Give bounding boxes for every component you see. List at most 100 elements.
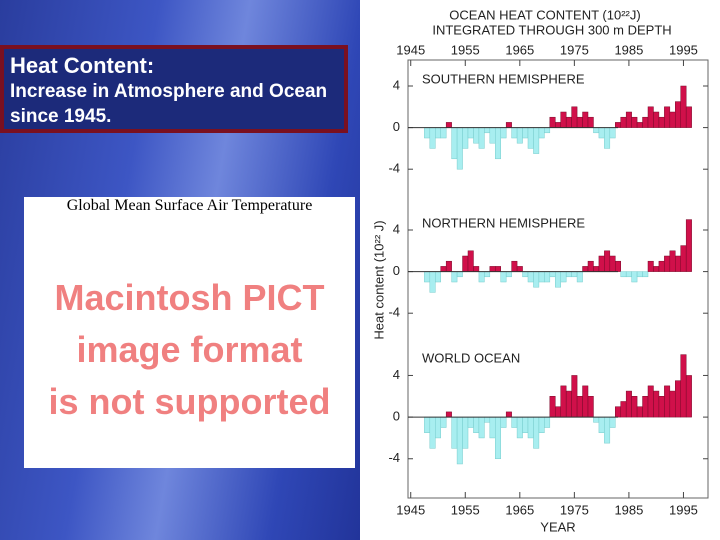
bar (424, 127, 431, 139)
bar (664, 385, 671, 418)
y-axis-label: Heat content (10²² J) (371, 220, 386, 339)
bar (549, 396, 556, 418)
heading-box: Heat Content: Increase in Atmosphere and… (0, 45, 348, 133)
bar (620, 271, 627, 278)
bar (576, 271, 583, 283)
bar (462, 127, 469, 149)
bar (675, 101, 681, 128)
bar (598, 127, 605, 139)
x-tick-label: 1995 (669, 502, 698, 517)
bar (615, 122, 621, 128)
bar (484, 271, 491, 278)
bar (615, 406, 621, 418)
bar (642, 396, 649, 418)
bar (478, 271, 485, 283)
bar (642, 116, 649, 128)
bar (620, 116, 627, 128)
y-tick-label: 0 (393, 263, 400, 278)
slide-background: Heat Content: Increase in Atmosphere and… (0, 0, 360, 540)
bar (462, 255, 469, 272)
bar (642, 271, 649, 278)
bar (516, 127, 523, 144)
bar (680, 354, 687, 418)
bar (609, 127, 616, 139)
bar (527, 416, 534, 439)
bar (609, 255, 616, 272)
bar (473, 416, 480, 433)
bar (598, 255, 605, 272)
bar (571, 375, 578, 418)
bar (680, 245, 687, 272)
x-tick-label: 1945 (396, 502, 425, 517)
image-box: Global Mean Surface Air Temperature Maci… (24, 197, 355, 468)
bar (631, 271, 638, 283)
bar (538, 271, 545, 283)
x-tick-label: 1965 (505, 502, 534, 517)
bar (593, 416, 600, 423)
bar (473, 127, 480, 144)
bar (456, 416, 463, 465)
bar (609, 416, 616, 428)
chart-title: OCEAN HEAT CONTENT (10²²J) (449, 7, 640, 22)
bar (669, 390, 676, 418)
bar (565, 271, 572, 278)
x-axis-label: YEAR (540, 519, 575, 534)
placeholder-line: is not supported (48, 381, 331, 422)
bar (565, 116, 572, 128)
bar (625, 390, 632, 418)
bar (489, 416, 496, 439)
y-tick-label: -4 (388, 450, 400, 465)
bar (451, 127, 458, 160)
bar (440, 266, 447, 272)
bar (511, 416, 518, 428)
bar (429, 271, 436, 293)
bar (604, 416, 611, 444)
x-tick-label: 1975 (560, 502, 589, 517)
bar (685, 219, 692, 272)
bar (538, 127, 545, 139)
bar (462, 416, 469, 449)
bar (631, 396, 638, 418)
bar (675, 380, 681, 418)
bar (456, 127, 463, 170)
bar (625, 111, 632, 128)
bar (516, 266, 523, 272)
bar (653, 266, 660, 272)
bar (560, 111, 567, 128)
bar (647, 106, 654, 128)
bar (538, 416, 545, 433)
bar (685, 106, 692, 128)
bar (555, 406, 561, 418)
bar (533, 416, 540, 449)
placeholder-line: image format (76, 329, 303, 370)
bar (636, 122, 643, 128)
bar (669, 111, 676, 128)
panel-label: WORLD OCEAN (422, 350, 520, 365)
y-tick-label: 0 (393, 119, 400, 134)
x-tick-label: 1985 (614, 42, 643, 57)
bar (680, 85, 687, 128)
bar (620, 401, 627, 418)
bar (576, 396, 583, 418)
bar (571, 271, 578, 278)
bar (505, 271, 512, 278)
bar (440, 416, 447, 428)
x-tick-label: 1955 (451, 502, 480, 517)
image-title: Global Mean Surface Air Temperature (66, 197, 313, 214)
bar (533, 271, 540, 288)
y-tick-label: 0 (393, 409, 400, 424)
bar (636, 406, 643, 418)
frame (407, 59, 709, 499)
bar (467, 250, 474, 272)
placeholder-line: Macintosh PICT (54, 277, 325, 318)
bar (467, 127, 474, 139)
bar (653, 111, 660, 128)
bar (435, 271, 441, 283)
bar (478, 416, 485, 439)
bar (522, 271, 529, 278)
bar (511, 260, 518, 272)
bar (636, 271, 643, 278)
bar (424, 271, 431, 283)
bar (473, 266, 480, 272)
